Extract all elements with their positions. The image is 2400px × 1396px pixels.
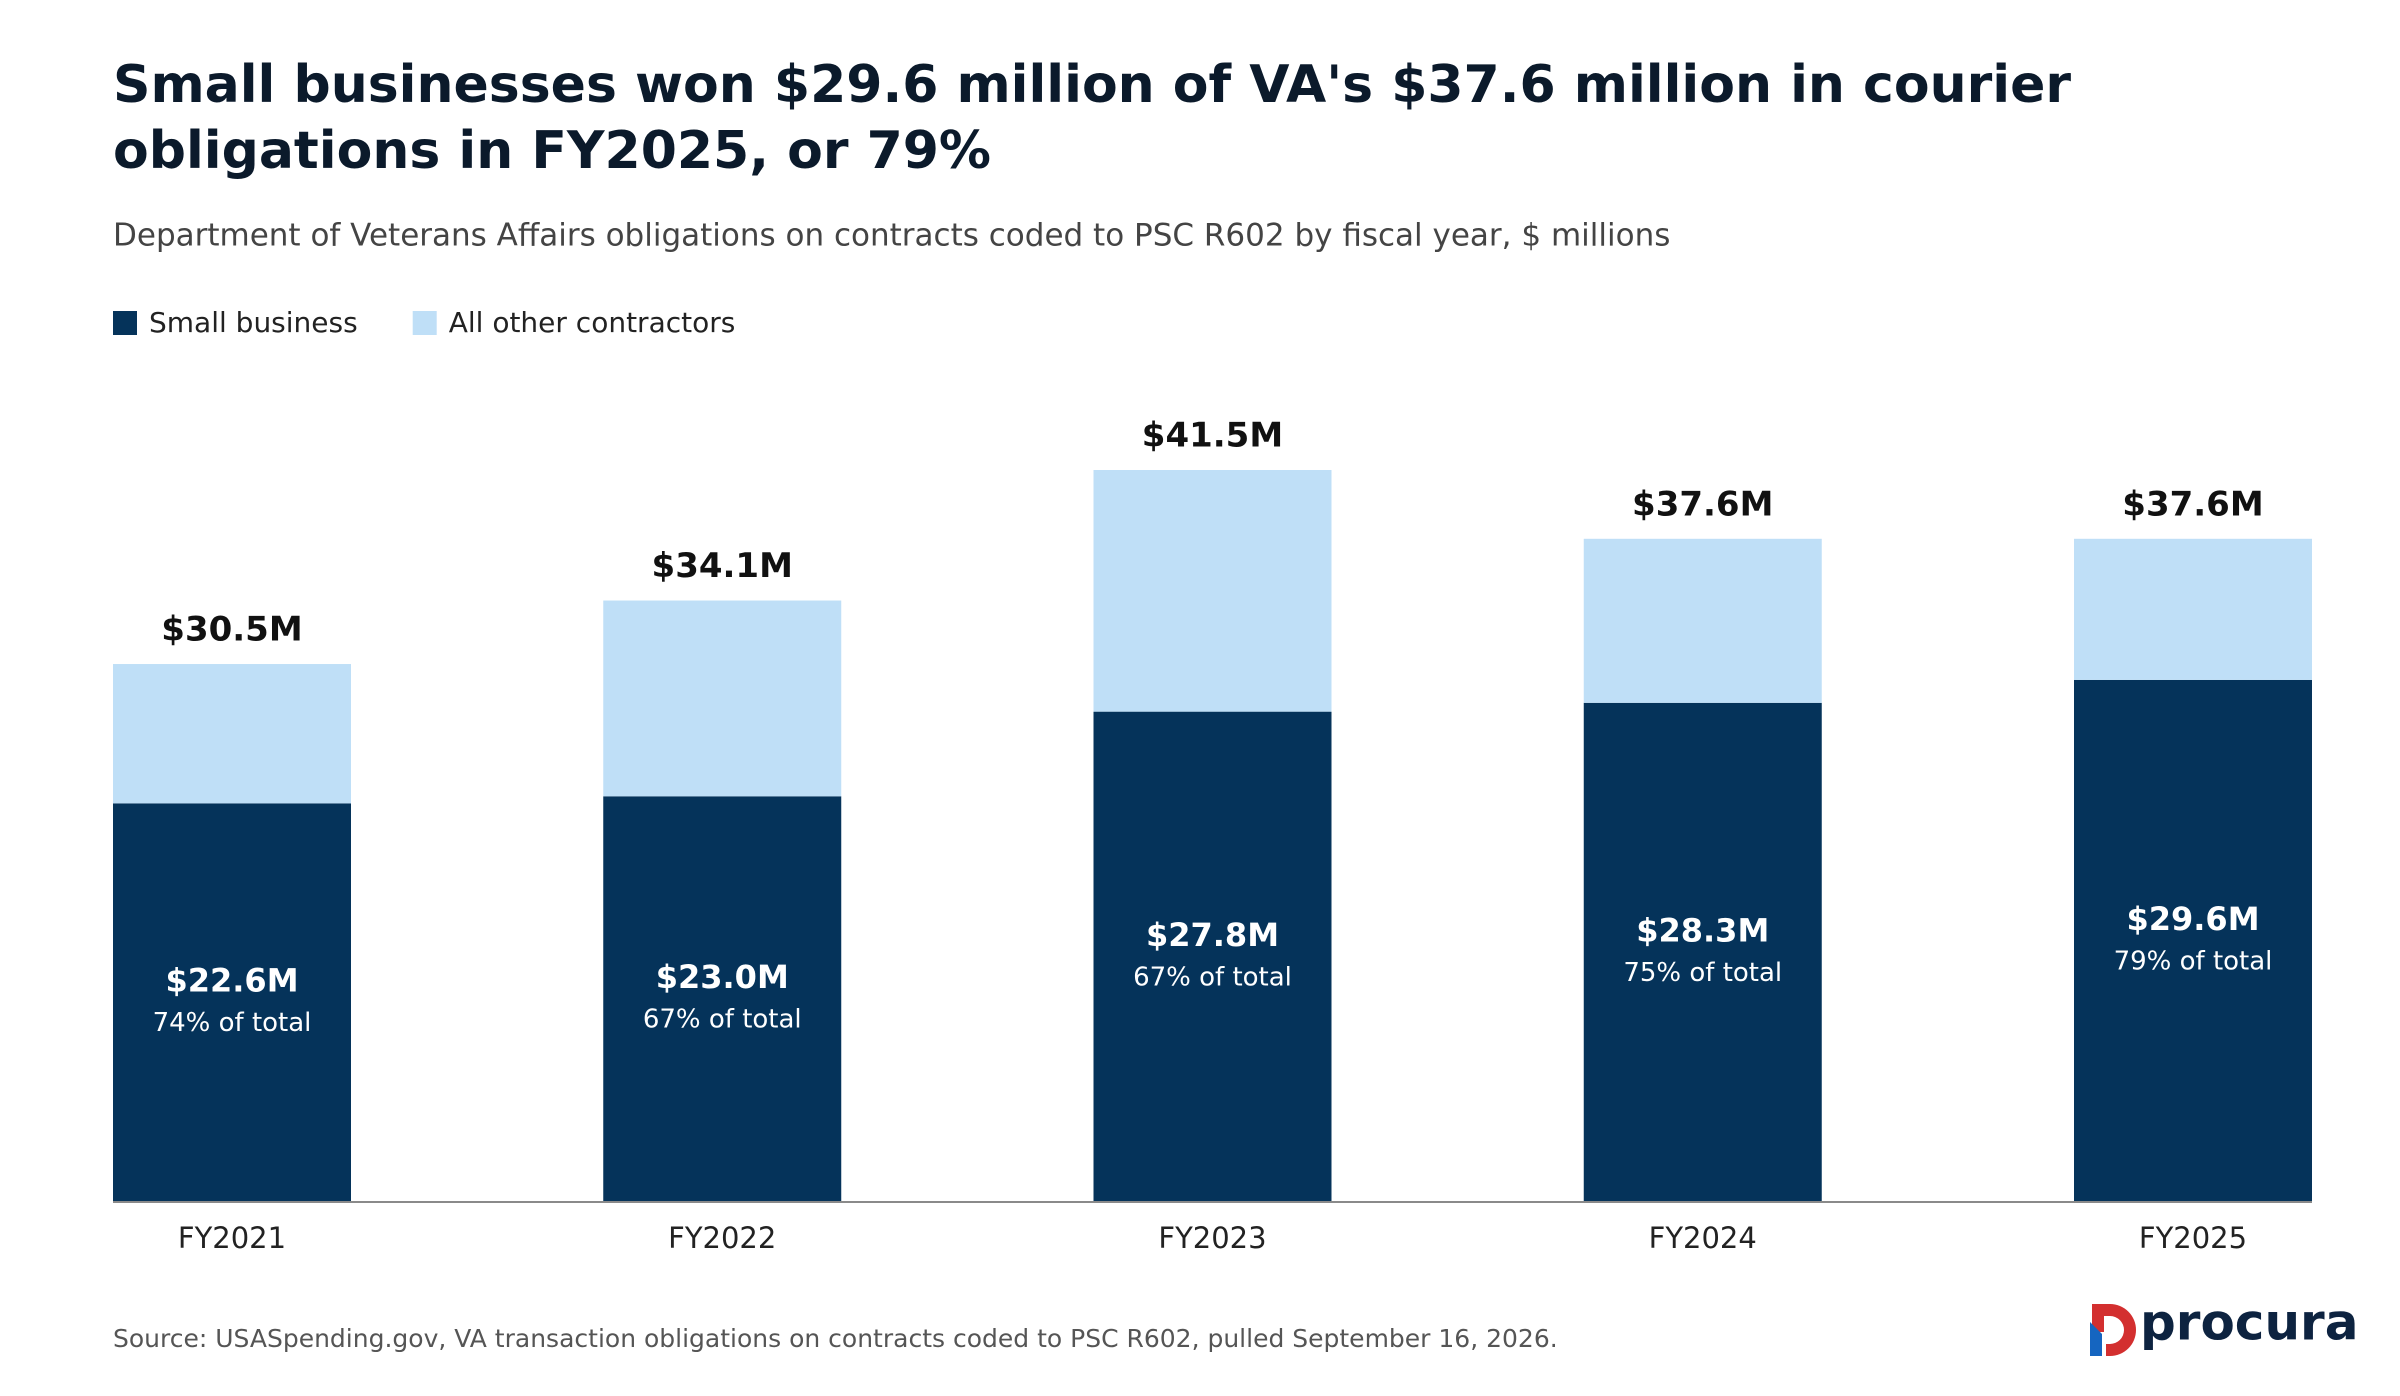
segment-share-label: 67% of total [1133,962,1292,992]
segment-share-label: 75% of total [1623,958,1782,988]
segment-value-label: $28.3M [1636,911,1769,949]
total-label: $30.5M [161,610,302,650]
total-label: $34.1M [652,546,793,586]
segment-value-label: $29.6M [2126,900,2259,938]
bar-segment [1093,470,1332,712]
bar-segment [603,796,842,1202]
x-tick-label: FY2021 [178,1221,286,1255]
x-tick-label: FY2024 [1649,1221,1757,1255]
source-note: Source: USASpending.gov, VA transaction … [113,1324,1558,1353]
segment-share-label: 67% of total [643,1005,802,1035]
segment-share-label: 79% of total [2114,946,2273,976]
bar-segment [2074,538,2312,680]
legend-label: Small business [149,306,358,339]
segment-value-label: $22.6M [165,962,298,1000]
bar-segment [1583,702,1822,1202]
total-label: $37.6M [2122,484,2263,524]
logo-icon [2090,1304,2136,1356]
total-label: $37.6M [1632,484,1773,524]
total-label: $41.5M [1142,416,1283,456]
segment-value-label: $23.0M [656,958,789,996]
bar-segment [113,803,351,1202]
bar-segment [603,600,842,797]
legend-label: All other contractors [449,306,736,339]
segment-share-label: 74% of total [153,1008,312,1038]
bar-segment [2074,679,2312,1202]
chart-title: Small businesses won $29.6 million of VA… [113,55,2071,181]
legend-swatch [113,311,137,335]
logo-text: procura [2140,1294,2358,1352]
bar-segment [1583,538,1822,703]
legend-swatch [412,311,437,335]
x-tick-label: FY2023 [1158,1221,1266,1255]
segment-value-label: $27.8M [1146,916,1279,954]
bar-segment [1093,711,1332,1202]
x-tick-label: FY2025 [2139,1221,2247,1255]
bar-segment [113,664,351,804]
chart-subtitle: Department of Veterans Affairs obligatio… [113,218,1670,254]
x-tick-label: FY2022 [668,1221,776,1255]
